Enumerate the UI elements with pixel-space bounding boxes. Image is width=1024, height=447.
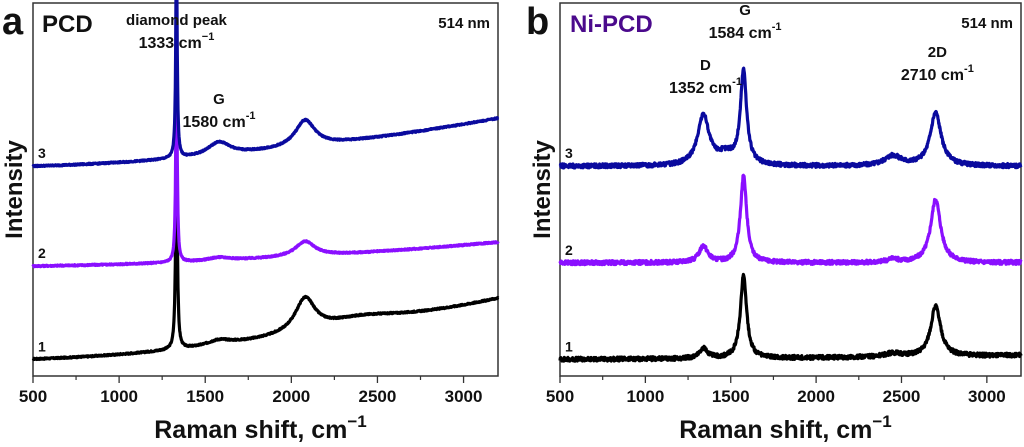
y-axis-label: Intensity <box>529 140 556 239</box>
peak-annotation-superscript: -1 <box>246 110 256 122</box>
x-tick-label: 2000 <box>797 387 835 406</box>
series-line-1 <box>558 272 1023 363</box>
x-axis-label: Raman shift, cm−1 <box>679 412 892 444</box>
x-tick-label: 1000 <box>100 387 138 406</box>
x-tick-label: 3000 <box>445 387 483 406</box>
panel-letter: b <box>526 1 549 43</box>
panel-title: PCD <box>42 11 93 38</box>
peak-annotation-name: G <box>213 91 225 108</box>
wavelength-label: 514 nm <box>961 15 1013 32</box>
series-label-3: 3 <box>38 145 46 161</box>
panel-title: Ni-PCD <box>570 11 653 38</box>
series-line-3 <box>31 0 500 169</box>
peak-annotation-name: G <box>739 2 751 19</box>
x-tick-label: 1000 <box>626 387 664 406</box>
series-label-2: 2 <box>565 242 573 258</box>
panel-a: 1 2 3 500 1000 1500 2000 2500 3000 Raman shift, c… <box>1 0 500 444</box>
peak-annotation-position: 1580 cm-1 <box>183 110 256 131</box>
series-line-1 <box>31 153 500 362</box>
x-tick-label: 500 <box>546 387 574 406</box>
peak-annotation-superscript: -1 <box>732 76 742 88</box>
panel-letter: a <box>2 1 24 43</box>
peak-annotation-name: D <box>700 57 711 74</box>
series-label-2: 2 <box>38 245 46 261</box>
peak-annotation-position: 1333 cm−1 <box>139 31 215 52</box>
peak-annotation-position: 1584 cm-1 <box>709 21 782 42</box>
x-tick-label: 2500 <box>883 387 921 406</box>
x-axis-label-superscript: −1 <box>872 412 891 431</box>
x-tick-label: 1500 <box>186 387 224 406</box>
wavelength-label: 514 nm <box>438 15 490 32</box>
peak-annotation-position: 1352 cm-1 <box>669 76 742 97</box>
x-tick-label: 500 <box>19 387 47 406</box>
peak-annotation-name: diamond peak <box>126 12 228 29</box>
peak-annotation-name: 2D <box>928 44 947 61</box>
panel-b: 1 2 3 500 1000 1500 2000 2500 3000 Raman shift, c… <box>526 1 1023 444</box>
plot-frame <box>559 2 1022 377</box>
series-line-3 <box>558 66 1023 170</box>
x-tick-label: 2000 <box>272 387 310 406</box>
y-axis-label: Intensity <box>1 140 28 239</box>
x-axis-label: Raman shift, cm−1 <box>154 412 367 444</box>
series-label-1: 1 <box>565 338 573 354</box>
x-tick-label: 3000 <box>968 387 1006 406</box>
peak-annotation-superscript: -1 <box>772 21 782 33</box>
peak-annotation-superscript: −1 <box>202 31 215 43</box>
peak-annotation-position: 2710 cm-1 <box>901 63 974 84</box>
series-label-3: 3 <box>565 145 573 161</box>
plot-frame <box>32 2 499 377</box>
peak-annotation-superscript: -1 <box>964 63 974 75</box>
x-tick-label: 2500 <box>359 387 397 406</box>
series-label-1: 1 <box>38 338 46 354</box>
x-tick-label: 1500 <box>712 387 750 406</box>
x-axis-label-superscript: −1 <box>347 412 366 431</box>
series-line-2 <box>558 173 1023 267</box>
series-line-2 <box>31 61 500 269</box>
